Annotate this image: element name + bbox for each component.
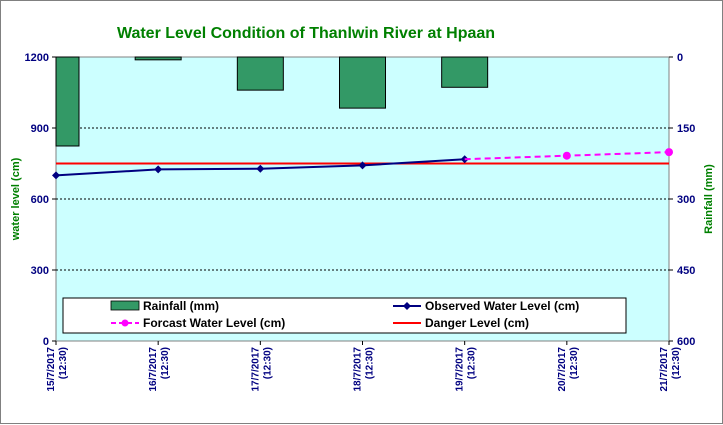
left-tick-label: 900 — [31, 123, 49, 135]
x-axis-ticks: 15/7/2017 (12:30) 16/7/2017 (12:30) 17/7/201… — [46, 341, 682, 392]
rainfall-bars — [55, 56, 489, 147]
right-tick-label: 150 — [677, 123, 695, 135]
chart-title: Water Level Condition of Thanlwin River … — [117, 25, 495, 42]
x-tick-label-date: 16/7/2017 — [148, 347, 159, 392]
left-tick-label: 1200 — [25, 52, 49, 64]
x-tick-label-date: 18/7/2017 — [353, 347, 364, 392]
observed-point — [358, 161, 367, 170]
left-tick-label: 300 — [31, 265, 49, 277]
x-tick-label-time: (12:30) — [262, 347, 273, 379]
left-tick-label: 0 — [43, 336, 49, 348]
forecast-water-level-series — [464, 148, 673, 161]
left-tick-label: 600 — [31, 194, 49, 206]
x-tick-label-time: (12:30) — [365, 347, 376, 379]
x-tick-label-time: (12:30) — [569, 347, 580, 379]
left-axis-ticks: 0 300 600 900 1200 — [25, 52, 56, 348]
rainfall-bar — [134, 56, 182, 61]
legend-rainfall-swatch — [110, 300, 140, 311]
x-tick-label-time: (12:30) — [58, 347, 69, 379]
legend-forecast-marker — [121, 319, 129, 327]
right-tick-label: 600 — [677, 336, 695, 348]
x-tick-label-time: (12:30) — [467, 347, 478, 379]
right-axis-ticks: 0 150 300 450 600 — [669, 52, 695, 348]
legend: Rainfall (mm) Observed Water Level (cm) … — [62, 297, 627, 334]
rainfall-bar — [55, 56, 80, 147]
right-tick-label: 450 — [677, 265, 695, 277]
x-tick-label-date: 20/7/2017 — [557, 347, 568, 392]
observed-point — [256, 164, 265, 173]
legend-box — [62, 297, 627, 334]
legend-forecast-label: Forcast Water Level (cm) — [143, 316, 285, 330]
legend-rainfall-label: Rainfall (mm) — [143, 299, 219, 313]
x-tick-label-date: 15/7/2017 — [46, 347, 57, 392]
x-tick-label-time: (12:30) — [671, 347, 682, 379]
legend-observed-marker — [403, 302, 411, 310]
legend-observed-label: Observed Water Level (cm) — [425, 299, 579, 313]
x-tick-label-time: (12:30) — [160, 347, 171, 379]
forecast-point — [665, 148, 673, 157]
forecast-point — [562, 151, 571, 160]
observed-point — [52, 171, 60, 180]
observed-point — [154, 165, 163, 174]
x-tick-label-date: 17/7/2017 — [250, 347, 261, 392]
left-axis-label: water level (cm) — [10, 157, 22, 241]
rainfall-bar — [236, 56, 284, 91]
legend-danger-label: Danger Level (cm) — [425, 316, 529, 330]
x-tick-label-date: 19/7/2017 — [455, 347, 466, 392]
x-tick-label-date: 21/7/2017 — [659, 347, 670, 392]
rainfall-bar — [441, 56, 489, 88]
right-axis-label: Rainfall (mm) — [703, 164, 715, 234]
right-tick-label: 300 — [677, 194, 695, 206]
rainfall-bar — [339, 56, 386, 109]
right-tick-label: 0 — [677, 52, 683, 64]
